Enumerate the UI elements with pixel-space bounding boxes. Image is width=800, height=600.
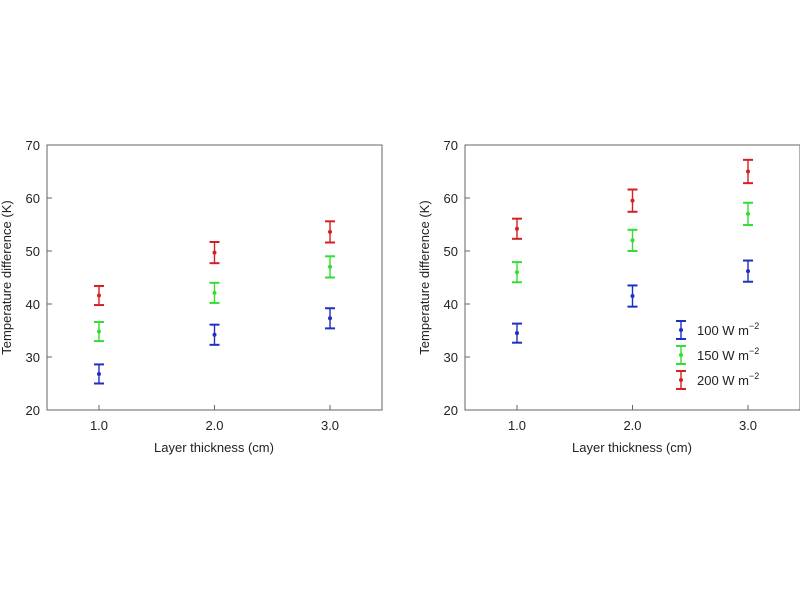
y-tick-label: 30 <box>444 350 458 365</box>
data-point <box>328 316 333 321</box>
series-2 <box>93 255 336 343</box>
y-tick-label: 70 <box>444 138 458 153</box>
legend-label-text: 150 W m <box>697 348 749 363</box>
legend-label-superscript: −2 <box>749 346 759 356</box>
y-tick-label: 40 <box>444 297 458 312</box>
data-point <box>746 211 751 216</box>
data-point <box>514 226 519 231</box>
data-point <box>96 329 101 334</box>
y-tick-label: 20 <box>444 403 458 418</box>
series-2 <box>511 201 754 284</box>
data-point <box>514 270 519 275</box>
chart-panel-2: 20 30 40 50 60 70 1.0 2.0 3.0 Layer thickness (cm… <box>417 138 800 455</box>
y-axis-label: Temperature difference (K) <box>0 200 14 354</box>
series-1 <box>511 259 754 344</box>
x-axis-label: Layer thickness (cm) <box>572 440 692 455</box>
y-tick-label: 20 <box>26 403 40 418</box>
data-point <box>514 331 519 336</box>
x-tick-label: 1.0 <box>90 418 108 433</box>
legend-item: 100 W m−2 <box>676 320 759 340</box>
x-tick-label: 2.0 <box>205 418 223 433</box>
legend-label: 200 W m−2 <box>697 371 759 388</box>
data-point <box>328 264 333 269</box>
data-point <box>96 371 101 376</box>
y-tick-label: 50 <box>444 244 458 259</box>
legend-marker-point <box>679 378 683 382</box>
legend-label: 150 W m−2 <box>697 346 759 363</box>
legend-label-superscript: −2 <box>749 321 759 331</box>
legend-label: 100 W m−2 <box>697 321 759 338</box>
y-tick-label: 60 <box>26 191 40 206</box>
x-tick-label: 2.0 <box>623 418 641 433</box>
series-1 <box>93 307 336 385</box>
x-tick-label: 1.0 <box>508 418 526 433</box>
x-tick-label: 3.0 <box>739 418 757 433</box>
x-axis-label: Layer thickness (cm) <box>154 440 274 455</box>
y-tick-label: 30 <box>26 350 40 365</box>
series-3 <box>93 220 336 307</box>
legend-label-text: 200 W m <box>697 373 749 388</box>
y-tick-label: 70 <box>26 138 40 153</box>
legend-item: 150 W m−2 <box>676 345 759 365</box>
data-point <box>212 290 217 295</box>
legend-marker-point <box>679 353 683 357</box>
legend-label-superscript: −2 <box>749 371 759 381</box>
data-point <box>630 198 635 203</box>
legend-marker-point <box>679 328 683 332</box>
data-point <box>96 293 101 298</box>
y-tick-label: 60 <box>444 191 458 206</box>
data-point <box>328 229 333 234</box>
x-tick-label: 3.0 <box>321 418 339 433</box>
data-point <box>212 250 217 255</box>
data-point <box>212 332 217 337</box>
data-point <box>630 238 635 243</box>
data-point <box>746 269 751 274</box>
data-point <box>746 169 751 174</box>
y-tick-label: 50 <box>26 244 40 259</box>
legend-label-text: 100 W m <box>697 323 749 338</box>
legend-item: 200 W m−2 <box>676 370 759 390</box>
data-point <box>630 294 635 299</box>
y-axis-label: Temperature difference (K) <box>417 200 432 354</box>
y-tick-label: 40 <box>26 297 40 312</box>
chart-panel-1: 20 30 40 50 60 70 1.0 2.0 3.0 Layer thickness (cm… <box>0 138 383 455</box>
series-3 <box>511 158 754 240</box>
